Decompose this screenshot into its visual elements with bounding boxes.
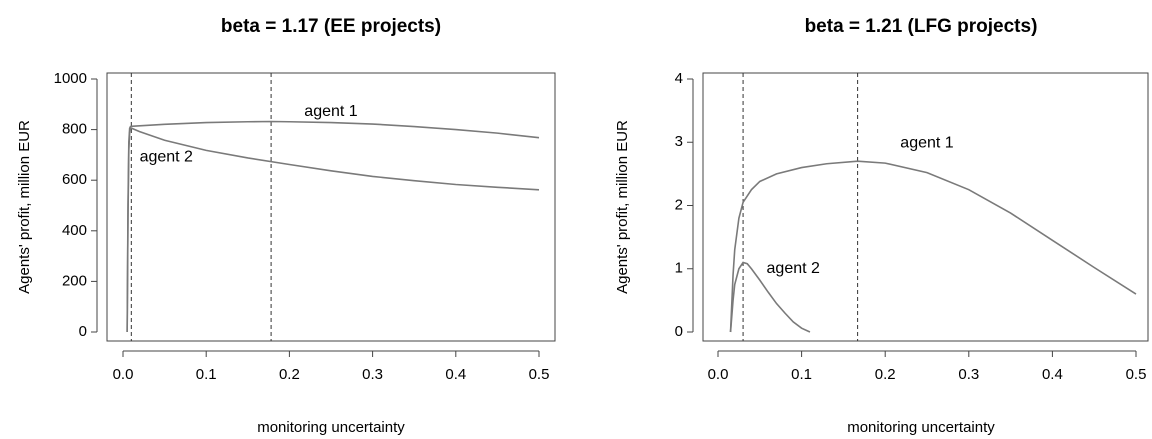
y-tick-label: 1 (675, 260, 683, 277)
x-tick-label: 0.5 (1126, 366, 1147, 383)
chart-title: beta = 1.21 (LFG projects) (805, 16, 1038, 37)
x-tick-label: 0.0 (113, 366, 134, 383)
plot-frame (702, 72, 1149, 342)
x-tick-label: 0.3 (362, 366, 383, 383)
y-axis-label: Agents' profit, million EUR (16, 120, 33, 294)
annotation-label: agent 1 (900, 135, 953, 152)
chart-panel-1: beta = 1.17 (EE projects) 0 200 400 600 800 10… (16, 16, 556, 436)
plot-frame (106, 72, 556, 342)
y-tick-label: 0 (675, 323, 683, 340)
x-tick-label: 0.2 (279, 366, 300, 383)
x-axis-label: monitoring uncertainty (257, 419, 405, 436)
y-tick-label: 2 (675, 196, 683, 213)
x-tick-label: 0.1 (791, 366, 812, 383)
x-tick-label: 0.3 (958, 366, 979, 383)
series-line-1 (729, 160, 1137, 333)
annotation-label: agent 2 (140, 149, 193, 166)
annotation-label: agent 1 (304, 103, 357, 120)
chart-panel-2: beta = 1.21 (LFG projects) 0 1 2 3 4 0.0 0.1 0.2… (614, 16, 1149, 436)
x-axis-label: monitoring uncertainty (847, 419, 995, 436)
y-tick-label: 0 (79, 323, 87, 340)
y-tick-label: 400 (62, 222, 87, 239)
x-tick-label: 0.4 (1042, 366, 1063, 383)
y-tick-label: 600 (62, 171, 87, 188)
y-tick-label: 200 (62, 272, 87, 289)
y-tick-label: 4 (675, 70, 683, 87)
x-tick-label: 0.0 (708, 366, 729, 383)
x-tick-label: 0.5 (529, 366, 550, 383)
y-tick-label: 800 (62, 121, 87, 138)
x-tick-label: 0.2 (875, 366, 896, 383)
annotation-label: agent 2 (767, 260, 820, 277)
series-line-2 (729, 261, 811, 333)
series-line-2 (126, 127, 540, 333)
x-tick-label: 0.4 (445, 366, 466, 383)
y-tick-label: 1000 (54, 70, 87, 87)
x-tick-label: 0.1 (196, 366, 217, 383)
chart-title: beta = 1.17 (EE projects) (221, 16, 441, 37)
y-axis-label: Agents' profit, million EUR (614, 120, 631, 294)
y-tick-label: 3 (675, 133, 683, 150)
